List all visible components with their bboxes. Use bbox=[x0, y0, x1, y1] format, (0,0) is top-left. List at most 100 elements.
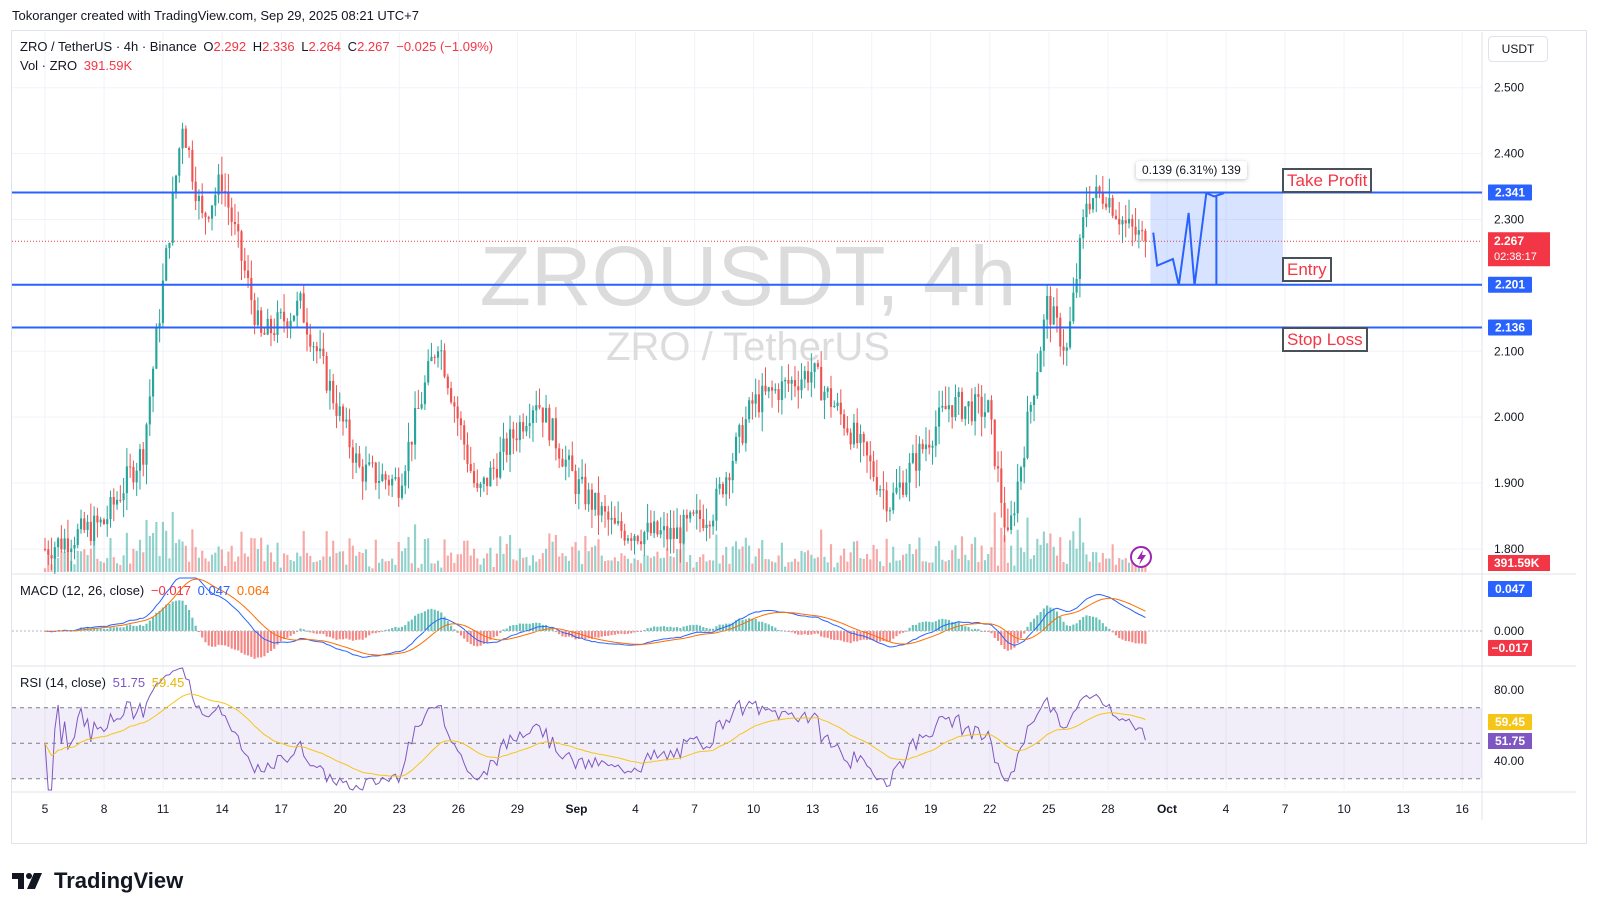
macd-histogram-bar bbox=[656, 626, 659, 631]
rsi-line bbox=[44, 667, 1146, 791]
volume-bar bbox=[852, 541, 855, 572]
macd-histogram-bar bbox=[531, 623, 535, 631]
candle-body bbox=[355, 453, 358, 463]
volume-bar bbox=[423, 539, 426, 572]
macd-histogram-bar bbox=[224, 631, 227, 646]
macd-histogram-bar bbox=[322, 631, 325, 634]
candle-body bbox=[764, 385, 767, 392]
volume-bar bbox=[947, 560, 950, 572]
time-axis-tick: 5 bbox=[42, 802, 49, 816]
candle-body bbox=[938, 407, 941, 427]
projection-path bbox=[1152, 191, 1225, 286]
volume-bar bbox=[89, 548, 92, 572]
macd-histogram-bar bbox=[286, 631, 289, 638]
macd-histogram-bar bbox=[1091, 616, 1095, 631]
candle-body bbox=[63, 538, 66, 550]
volume-bar bbox=[142, 552, 145, 572]
volume-bar bbox=[184, 545, 187, 572]
volume-bar bbox=[1124, 558, 1127, 572]
volume-bar bbox=[718, 563, 721, 572]
volume-bar bbox=[767, 559, 770, 572]
candle-body bbox=[587, 489, 590, 505]
volume-bar bbox=[351, 545, 354, 572]
volume-bar bbox=[76, 550, 79, 572]
candle-body bbox=[332, 380, 335, 404]
candle-body bbox=[620, 521, 623, 531]
macd-histogram-bar bbox=[653, 626, 656, 631]
macd-histogram-bar bbox=[328, 631, 331, 637]
candle-body bbox=[463, 425, 466, 445]
macd-histogram-bar bbox=[302, 629, 305, 631]
volume-bar bbox=[649, 557, 652, 572]
macd-histogram-bar bbox=[515, 624, 518, 631]
macd-histogram-bar bbox=[600, 631, 603, 637]
candle-body bbox=[767, 387, 770, 392]
rsi-ma-line bbox=[44, 693, 1146, 777]
candle-body bbox=[836, 402, 839, 406]
volume-bar bbox=[371, 568, 374, 572]
volume-bar bbox=[263, 561, 266, 572]
candle-body bbox=[1006, 527, 1009, 530]
volume-bar bbox=[319, 560, 322, 572]
volume-bar bbox=[915, 549, 918, 572]
volume-bar bbox=[865, 554, 869, 572]
macd-histogram-bar bbox=[276, 631, 279, 645]
volume-bar bbox=[328, 556, 331, 572]
candle-body bbox=[368, 462, 371, 465]
watermark-subtitle: ZRO / TetherUS bbox=[606, 325, 890, 369]
candle-body bbox=[377, 481, 381, 483]
volume-bar bbox=[518, 548, 521, 572]
macd-histogram-bar bbox=[731, 622, 734, 631]
candle-body bbox=[662, 526, 666, 531]
volume-bar bbox=[152, 533, 155, 572]
candle-body bbox=[165, 248, 168, 281]
candle-body bbox=[86, 521, 89, 530]
macd-histogram-bar bbox=[1069, 625, 1072, 631]
macd-histogram-bar bbox=[571, 631, 574, 638]
volume-bar bbox=[253, 538, 256, 572]
macd-histogram-bar bbox=[338, 631, 341, 640]
volume-bar bbox=[93, 538, 96, 572]
macd-histogram-bar bbox=[135, 626, 138, 631]
volume-bar bbox=[305, 552, 309, 572]
macd-histogram-bar bbox=[587, 631, 590, 639]
macd-histogram-bar bbox=[148, 620, 151, 631]
tradingview-logo[interactable]: TradingView bbox=[12, 868, 183, 894]
macd-histogram-bar bbox=[823, 631, 826, 638]
candle-body bbox=[1098, 186, 1101, 193]
candle-body bbox=[142, 449, 145, 465]
currency-button[interactable]: USDT bbox=[1488, 36, 1548, 62]
stop-loss-label[interactable]: Stop Loss bbox=[1282, 327, 1368, 352]
macd-histogram-bar bbox=[309, 631, 312, 633]
macd-histogram-bar bbox=[119, 627, 122, 631]
macd-histogram-bar bbox=[1118, 631, 1121, 639]
legend-open: 2.292 bbox=[213, 39, 247, 54]
macd-histogram-bar bbox=[436, 610, 440, 631]
volume-bar bbox=[289, 559, 292, 572]
candle-body bbox=[869, 455, 872, 462]
macd-histogram-bar bbox=[391, 628, 394, 631]
volume-bar bbox=[577, 550, 580, 572]
macd-histogram-bar bbox=[381, 630, 384, 632]
candle-body bbox=[823, 391, 826, 401]
volume-bar bbox=[584, 536, 587, 572]
candle-body bbox=[250, 277, 253, 301]
macd-histogram-bar bbox=[698, 625, 702, 631]
macd-histogram-bar bbox=[597, 631, 600, 638]
legend-low: 2.264 bbox=[308, 39, 342, 54]
candle-body bbox=[584, 476, 587, 505]
time-axis-tick: 16 bbox=[1456, 802, 1470, 816]
candle-body bbox=[833, 405, 836, 407]
volume-bar bbox=[698, 557, 702, 572]
volume-bar bbox=[829, 544, 833, 572]
candle-body bbox=[132, 466, 135, 483]
macd-histogram-bar bbox=[764, 623, 767, 631]
macd-histogram-bar bbox=[751, 618, 754, 631]
entry-label[interactable]: Entry bbox=[1282, 257, 1332, 282]
take-profit-label[interactable]: Take Profit bbox=[1282, 168, 1373, 193]
candle-body bbox=[1019, 467, 1023, 482]
volume-bar bbox=[96, 558, 99, 572]
lightning-icon-bolt bbox=[1137, 550, 1146, 565]
volume-bar bbox=[391, 558, 394, 572]
